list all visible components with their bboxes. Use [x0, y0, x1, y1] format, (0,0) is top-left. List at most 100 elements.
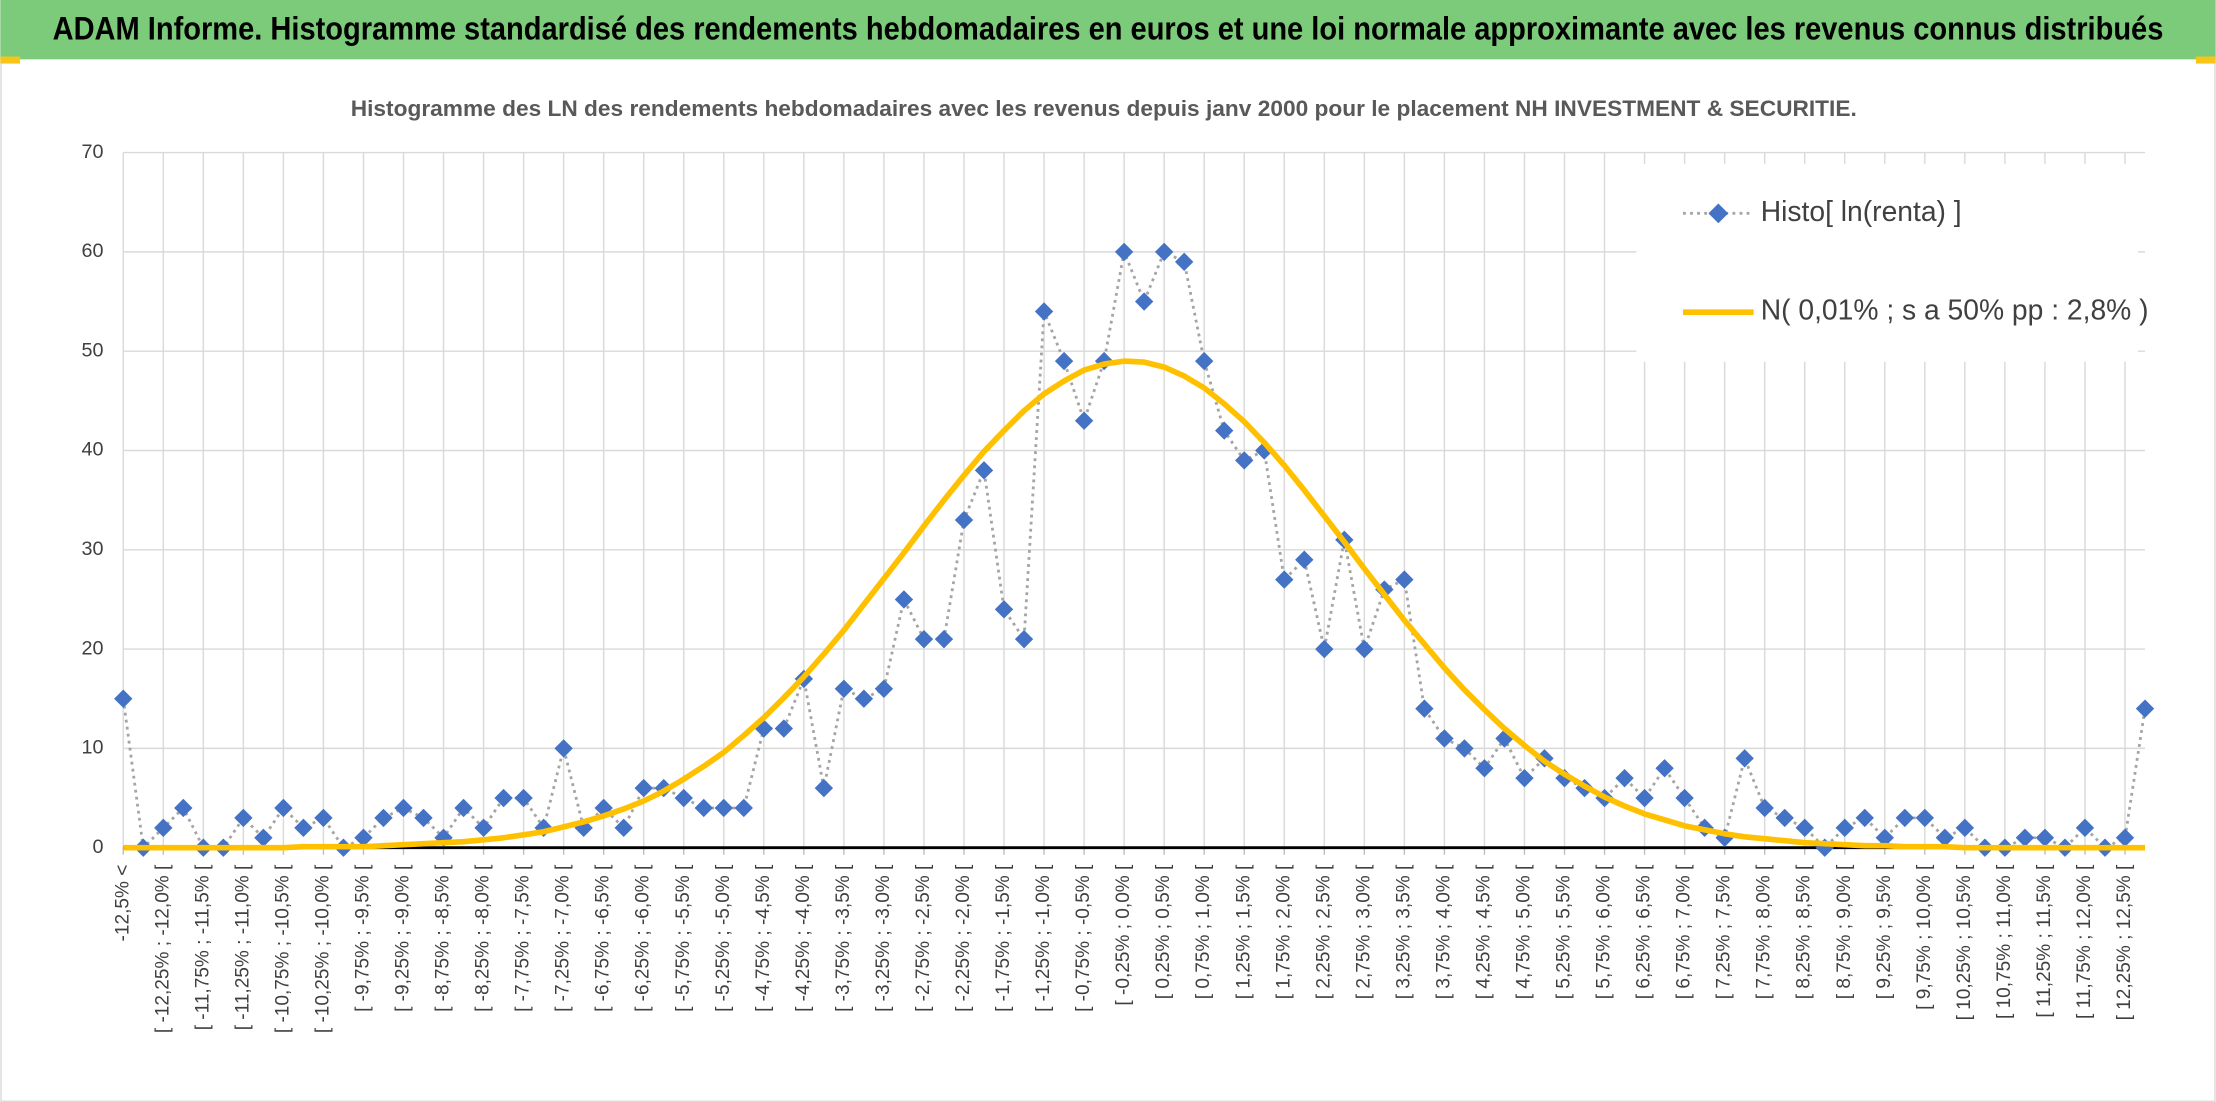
data-point: [1615, 768, 1634, 788]
data-point: [614, 818, 633, 838]
data-point: [554, 739, 573, 758]
legend-label: Histo[ ln(renta) ]: [1761, 195, 1962, 227]
x-tick-label: [ 6,75% ; 7,0% [: [1674, 864, 1695, 999]
y-tick-label: 20: [81, 637, 103, 659]
y-tick-label: 50: [81, 339, 103, 361]
x-tick-label: [ 1,75% ; 2,0% [: [1273, 864, 1294, 999]
data-point: [994, 600, 1014, 619]
data-point: [494, 788, 513, 808]
data-point: [514, 788, 533, 808]
data-point: [1174, 252, 1194, 271]
data-point: [1275, 570, 1294, 589]
x-tick-label: [ 4,75% ; 5,0% [: [1514, 864, 1535, 999]
chart-subtitle: Histogramme des LN des rendements hebdom…: [351, 96, 1857, 121]
data-point: [114, 689, 133, 708]
data-point: [1515, 768, 1534, 788]
x-tick-label: [ 11,75% ; 12,0% [: [2074, 864, 2095, 1019]
data-point: [694, 798, 713, 818]
data-point: [1795, 818, 1814, 838]
x-tick-label: [ -11,25% ; -11,0% [: [232, 864, 253, 1030]
x-tick-label: [ 2,75% ; 3,0% [: [1353, 864, 1374, 999]
data-point: [314, 808, 333, 828]
data-point: [1034, 302, 1054, 321]
data-point: [1134, 292, 1154, 311]
x-tick-label: [ 1,25% ; 1,5% [: [1233, 864, 1254, 999]
x-tick-label: [ -12,25% ; -12,0% [: [152, 864, 173, 1033]
data-point: [394, 798, 413, 818]
x-tick-label: [ -4,25% ; -4,0% [: [793, 864, 814, 1012]
y-tick-label: 60: [81, 240, 103, 262]
title-bar: [0, 0, 2216, 60]
x-tick-label: [ -8,75% ; -8,5% [: [433, 864, 454, 1012]
x-tick-label: [ -9,75% ; -9,5% [: [353, 864, 374, 1012]
x-tick-label: [ -8,25% ; -8,0% [: [473, 864, 494, 1012]
data-point: [774, 719, 794, 738]
x-tick-label: [ -0,75% ; -0,5% [: [1073, 864, 1094, 1012]
data-point: [814, 778, 834, 798]
data-point: [914, 629, 934, 649]
x-tick-label: [ -7,25% ; -7,0% [: [553, 864, 574, 1012]
data-point: [1655, 759, 1674, 778]
data-point: [854, 689, 874, 708]
data-point: [1675, 788, 1694, 808]
x-tick-label: [ 0,25% ; 0,5% [: [1153, 864, 1174, 999]
x-tick-label: [ 8,25% ; 8,5% [: [1794, 864, 1815, 999]
x-tick-label: [ -5,25% ; -5,0% [: [713, 864, 734, 1012]
x-tick-label: -12,5% <: [112, 865, 133, 942]
x-tick-label: [ -5,75% ; -5,5% [: [673, 864, 694, 1012]
chart-title: ADAM Informe. Histogramme standardisé de…: [53, 11, 2164, 47]
x-tick-label: [ 5,75% ; 6,0% [: [1594, 864, 1615, 999]
data-point: [1415, 699, 1434, 718]
data-point: [1235, 451, 1254, 470]
data-point: [974, 461, 994, 480]
x-tick-label: [ 12,25% ; 12,5% [: [2114, 864, 2135, 1020]
y-tick-label: 30: [81, 538, 103, 560]
data-point: [634, 778, 653, 798]
x-tick-label: [ 2,25% ; 2,5% [: [1313, 864, 1334, 999]
data-point: [1895, 808, 1914, 828]
data-point: [1074, 411, 1094, 430]
data-point: [2075, 818, 2095, 838]
x-tick-label: [ 7,25% ; 7,5% [: [1714, 864, 1735, 999]
data-point: [734, 798, 753, 818]
x-tick-label: [ 11,25% ; 11,5% [: [2034, 864, 2055, 1018]
x-tick-label: [ -0,25% ; 0,0% [: [1113, 864, 1134, 1006]
data-point: [1154, 242, 1174, 262]
data-point: [894, 590, 914, 609]
data-point: [714, 798, 733, 818]
y-tick-label: 0: [92, 836, 103, 858]
x-tick-label: [ -9,25% ; -9,0% [: [393, 864, 414, 1012]
legend-box: [1636, 163, 2138, 362]
x-tick-label: [ 0,75% ; 1,0% [: [1193, 864, 1214, 999]
data-point: [1455, 739, 1474, 758]
data-point: [374, 808, 393, 828]
data-point: [954, 510, 974, 530]
data-point: [1315, 639, 1334, 659]
data-point: [1635, 788, 1654, 808]
x-tick-label: [ -10,25% ; -10,0% [: [312, 864, 333, 1033]
data-point: [454, 798, 473, 818]
x-tick-label: [ 6,25% ; 6,5% [: [1634, 864, 1655, 999]
x-tick-label: [ 3,75% ; 4,0% [: [1433, 864, 1454, 999]
data-point: [414, 808, 433, 828]
x-tick-label: [ 5,25% ; 5,5% [: [1554, 864, 1575, 999]
data-point: [1935, 828, 1955, 847]
x-tick-label: [ -4,75% ; -4,5% [: [753, 864, 774, 1012]
x-tick-label: [ 10,75% ; 11,0% [: [1994, 864, 2015, 1019]
corner-accent: [0, 56, 21, 64]
legend-marker: [1708, 203, 1729, 224]
x-tick-label: [ -6,75% ; -6,5% [: [593, 864, 614, 1012]
data-point: [1395, 570, 1414, 589]
normal-curve: [123, 358, 2146, 851]
data-point: [1195, 351, 1214, 371]
y-tick-label: 70: [81, 141, 103, 163]
data-point: [874, 679, 894, 698]
data-point: [254, 828, 273, 847]
data-point: [1435, 729, 1454, 748]
data-point: [2115, 828, 2135, 847]
x-tick-label: [ 8,75% ; 9,0% [: [1834, 864, 1855, 999]
data-point: [1735, 749, 1754, 768]
x-tick-label: [ -1,75% ; -1,5% [: [993, 864, 1014, 1012]
